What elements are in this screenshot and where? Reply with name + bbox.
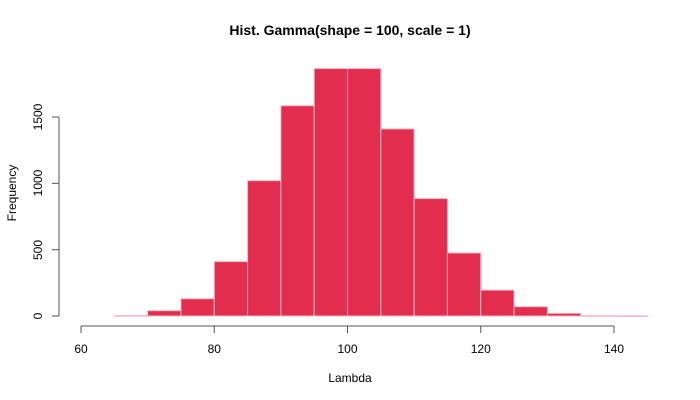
histogram-bar bbox=[513, 306, 548, 317]
y-tick-label: 500 bbox=[31, 239, 45, 260]
histogram-bar bbox=[213, 261, 249, 317]
x-tick-label: 140 bbox=[603, 342, 625, 356]
histogram-bar bbox=[413, 198, 448, 317]
x-tick-label: 100 bbox=[337, 342, 358, 356]
x-tick-label: 60 bbox=[74, 342, 88, 356]
histogram-bar bbox=[546, 312, 582, 317]
y-axis bbox=[52, 116, 60, 317]
histogram-bar bbox=[347, 68, 382, 317]
histogram-bar bbox=[113, 315, 149, 317]
y-tick-label: 1000 bbox=[31, 169, 45, 197]
histogram-bar bbox=[247, 180, 282, 317]
histogram-bar bbox=[147, 310, 182, 317]
histogram-bar bbox=[380, 128, 415, 317]
x-axis-label: Lambda bbox=[328, 371, 372, 385]
chart-title: Hist. Gamma(shape = 100, scale = 1) bbox=[229, 22, 471, 38]
histogram-bar bbox=[480, 289, 515, 317]
y-tick-label: 1500 bbox=[31, 103, 45, 131]
x-axis bbox=[80, 325, 615, 333]
y-tick-label: 0 bbox=[31, 312, 45, 320]
histogram-bar bbox=[280, 105, 315, 317]
x-tick-label: 80 bbox=[207, 342, 221, 356]
histogram-bar bbox=[446, 252, 482, 317]
histogram-bar bbox=[313, 68, 348, 317]
histogram-bar bbox=[180, 298, 215, 317]
histogram-bar bbox=[613, 315, 648, 317]
x-tick-label: 120 bbox=[470, 342, 491, 356]
histogram-bar bbox=[580, 315, 615, 317]
histogram-bars bbox=[113, 68, 648, 317]
